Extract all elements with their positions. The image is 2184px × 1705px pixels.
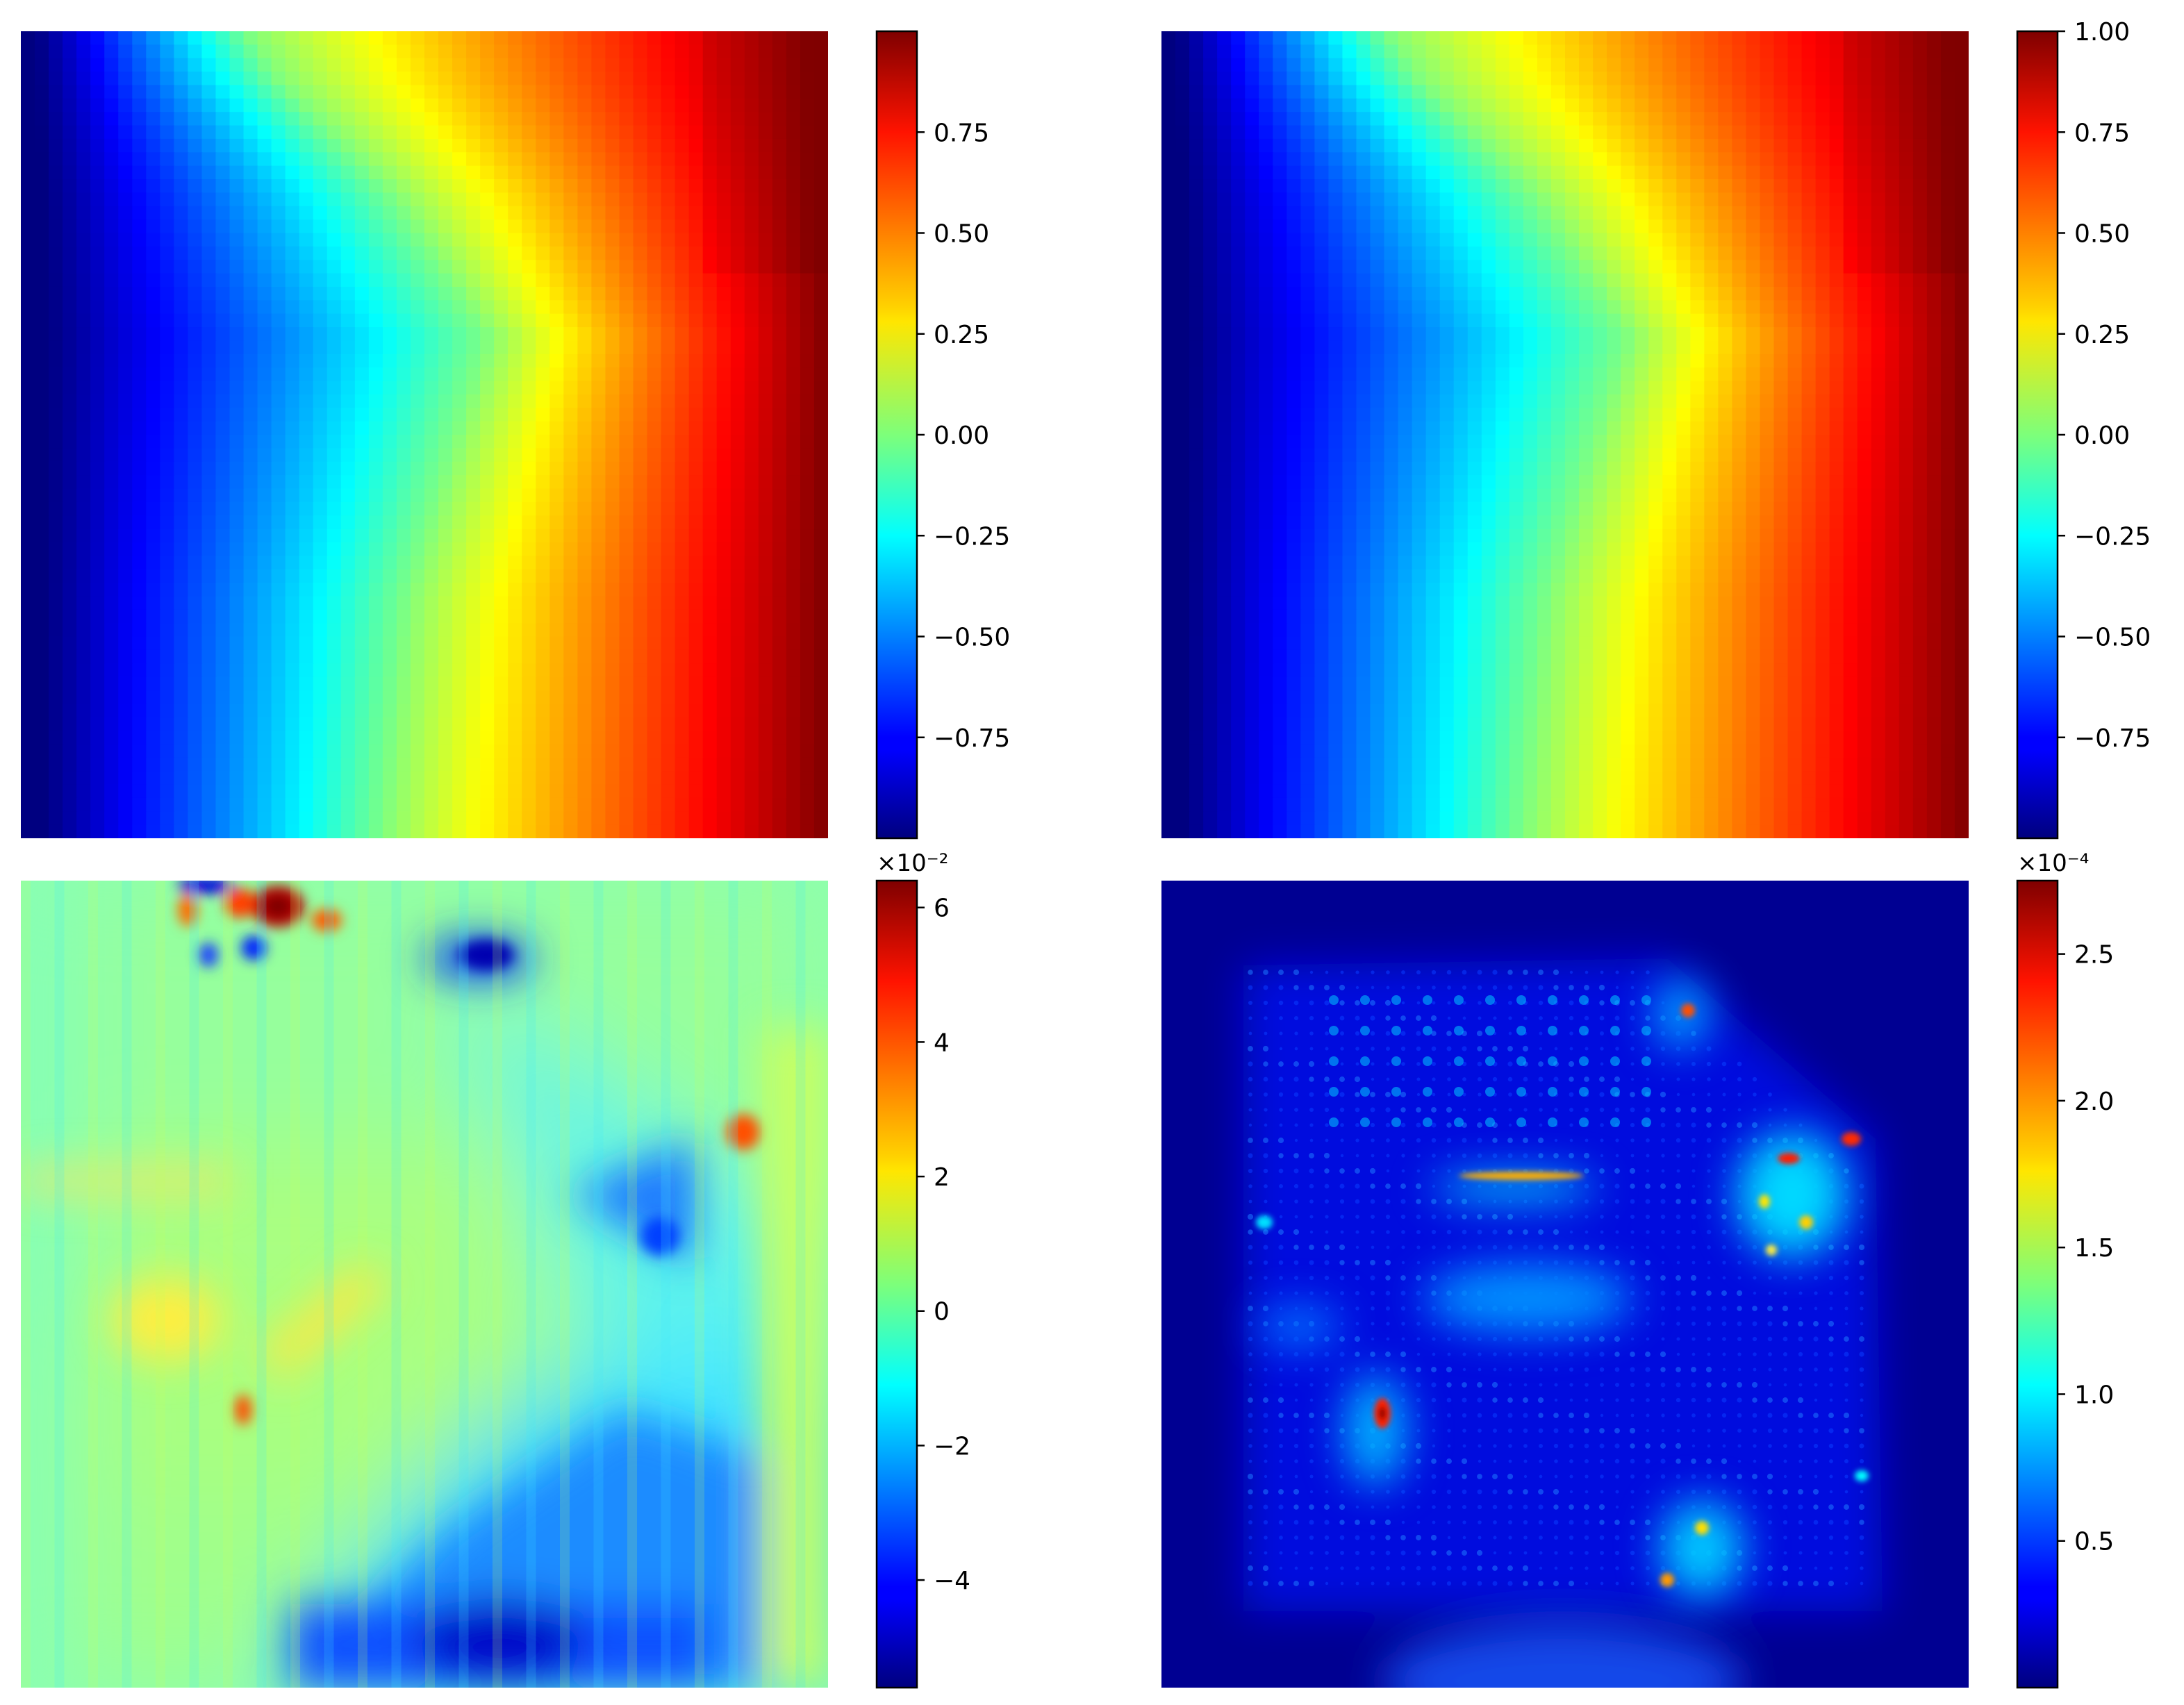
colorbar-tick-label: −0.75 [934,724,1010,753]
colorbar-tick-label: −0.50 [934,624,1010,652]
colorbar-tick-label: −0.25 [934,522,1010,551]
colorbar-tick-label: 0.5 [2074,1528,2114,1556]
colorbar-tick-label: −4 [934,1567,970,1595]
colorbar-tick-label: −0.75 [2074,724,2151,753]
colorbar-tick-label: 0.50 [934,220,989,249]
colorbar-bottom-right: 2.5 2.0 1.5 1.0 0.5 ×10⁻⁴ [2016,849,2114,1689]
colorbar-tick-label: −0.50 [2074,624,2151,652]
colorbar-tick-label: 0.75 [2074,119,2130,147]
colorbar-tick-label: 0.00 [934,422,989,450]
heatmap-bottom-left [21,881,828,1688]
colorbar-tick-label: 4 [934,1029,950,1057]
colorbar-exponent-label: ×10⁻² [877,849,948,877]
colorbar-tick-label: 0.25 [934,321,989,349]
colorbar-tick-label: 0.00 [2074,422,2130,450]
colorbar-tick-label: 0.25 [2074,321,2130,349]
colorbar-tick-label: 0.75 [934,119,989,147]
colorbar-tick-label: 6 [934,895,950,923]
colorbar-tick-label: −0.25 [2074,522,2151,551]
colorbar-tick-label: 1.5 [2074,1234,2114,1263]
colorbar-top-right: 1.00 0.75 0.50 0.25 0.00 −0.25 −0.50 −0.75 [2016,18,2151,840]
colorbar-tick-label: 2.5 [2074,941,2114,970]
colorbar-top-left: 0.75 0.50 0.25 0.00 −0.25 −0.50 −0.75 [875,30,1010,840]
heatmap-top-right [1161,31,1969,838]
colorbar-tick-label: 2.0 [2074,1088,2114,1116]
colorbar-exponent-label: ×10⁻⁴ [2017,849,2089,877]
colorbar-tick-label: −2 [934,1432,970,1461]
colorbar-tick-label: 0 [934,1298,950,1326]
heatmap-top-left [21,31,828,838]
colorbar-tick-label: 1.0 [2074,1381,2114,1409]
heatmap-bottom-right [1161,881,1969,1688]
colorbar-tick-label: 2 [934,1163,950,1192]
colorbar-tick-label: 0.50 [2074,220,2130,249]
colorbar-bottom-left: 6 4 2 0 −2 −4 ×10⁻² [875,849,970,1689]
colorbar-tick-label: 1.00 [2074,18,2130,47]
